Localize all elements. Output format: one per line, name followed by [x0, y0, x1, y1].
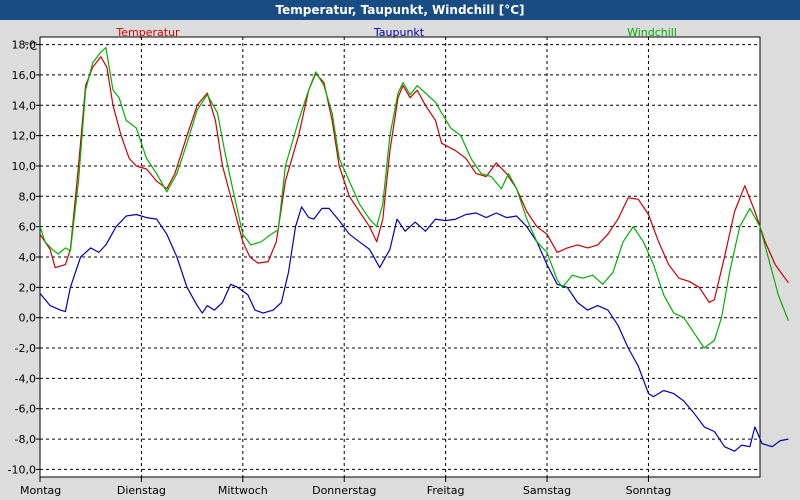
y-tick-label: 4,0 [19, 251, 37, 264]
y-tick-label: -6,0 [15, 403, 36, 416]
series-lines [39, 47, 789, 452]
y-tick-label: -8,0 [15, 433, 36, 446]
x-tick-day: Sonntag [626, 484, 672, 497]
chart-title: Temperatur, Taupunkt, Windchill [°C] [0, 0, 800, 20]
y-tick-label: 16,0 [12, 69, 37, 82]
legend-temperatur: Temperatur [115, 26, 180, 39]
grid [40, 37, 760, 477]
y-tick-label: 18,0 [12, 39, 37, 52]
legend-windchill: Windchill [627, 26, 677, 39]
y-tick-label: -2,0 [15, 342, 36, 355]
y-tick-label: 8,0 [19, 190, 37, 203]
x-tick-day: Donnerstag [312, 484, 376, 497]
series-line-temperatur [39, 56, 789, 304]
x-tick-day: Samstag [523, 484, 571, 497]
y-tick-label: -10,0 [8, 463, 36, 476]
y-tick-label: 0,0 [19, 312, 37, 325]
x-tick-day: Dienstag [117, 484, 166, 497]
y-tick-label: 2,0 [19, 281, 37, 294]
series-line-taupunkt [39, 206, 789, 452]
y-tick-label: 14,0 [12, 99, 37, 112]
series-line-windchill [39, 47, 789, 349]
legend-taupunkt: Taupunkt [373, 26, 425, 39]
y-tick-label: 6,0 [19, 221, 37, 234]
y-tick-label: -4,0 [15, 372, 36, 385]
x-axis: Montag16.03.20Dienstag17.03.20Mittwoch18… [20, 477, 672, 497]
y-axis: 18,0 16,0 14,0 12,0 10,0 8,0 6,0 4,0 2,0 0,0 -2,0 -… [8, 39, 40, 476]
y-axis-unit: °C [24, 40, 38, 53]
x-tick-day: Mittwoch [218, 484, 268, 497]
x-tick-day: Freitag [427, 484, 465, 497]
x-tick-day: Montag [20, 484, 61, 497]
line-chart: 18,0 16,0 14,0 12,0 10,0 8,0 6,0 4,0 2,0 0,0 -2,0 -… [0, 20, 800, 500]
y-tick-label: 12,0 [12, 130, 37, 143]
y-tick-label: 10,0 [12, 160, 37, 173]
